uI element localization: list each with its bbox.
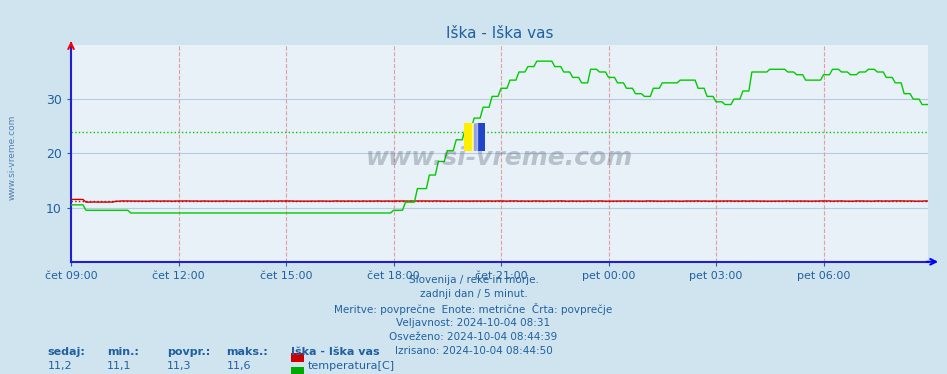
Polygon shape bbox=[464, 123, 474, 151]
Text: Slovenija / reke in morje.: Slovenija / reke in morje. bbox=[408, 275, 539, 285]
Text: 11,6: 11,6 bbox=[226, 361, 251, 371]
Text: povpr.:: povpr.: bbox=[167, 347, 210, 357]
Text: Osveženo: 2024-10-04 08:44:39: Osveženo: 2024-10-04 08:44:39 bbox=[389, 332, 558, 342]
Text: 11,3: 11,3 bbox=[167, 361, 191, 371]
Text: 11,1: 11,1 bbox=[107, 361, 132, 371]
Text: maks.:: maks.: bbox=[226, 347, 268, 357]
Text: Meritve: povprečne  Enote: metrične  Črta: povprečje: Meritve: povprečne Enote: metrične Črta:… bbox=[334, 303, 613, 315]
Polygon shape bbox=[473, 123, 476, 151]
Title: Iška - Iška vas: Iška - Iška vas bbox=[446, 26, 553, 41]
Polygon shape bbox=[474, 123, 485, 151]
Text: www.si-vreme.com: www.si-vreme.com bbox=[8, 114, 17, 200]
Text: temperatura[C]: temperatura[C] bbox=[308, 361, 395, 371]
Text: zadnji dan / 5 minut.: zadnji dan / 5 minut. bbox=[420, 289, 527, 299]
Text: Izrisano: 2024-10-04 08:44:50: Izrisano: 2024-10-04 08:44:50 bbox=[395, 346, 552, 356]
Text: sedaj:: sedaj: bbox=[47, 347, 85, 357]
Text: Veljavnost: 2024-10-04 08:31: Veljavnost: 2024-10-04 08:31 bbox=[397, 318, 550, 328]
Text: Iška - Iška vas: Iška - Iška vas bbox=[291, 347, 380, 357]
Text: 11,2: 11,2 bbox=[47, 361, 72, 371]
Text: www.si-vreme.com: www.si-vreme.com bbox=[366, 146, 634, 170]
Text: min.:: min.: bbox=[107, 347, 139, 357]
